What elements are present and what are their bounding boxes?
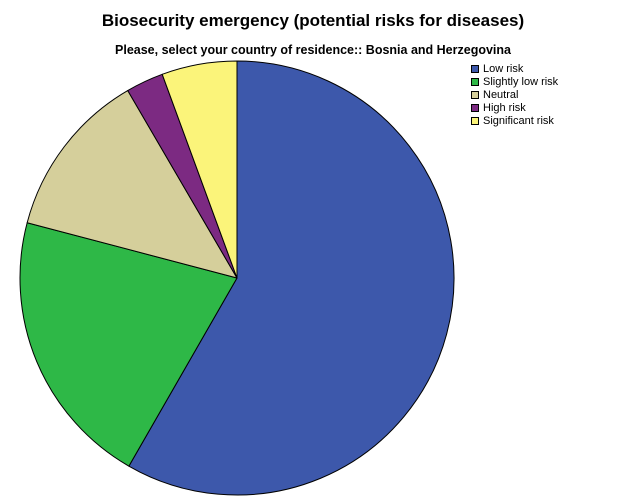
legend-swatch-high-risk — [471, 104, 479, 113]
legend-item-high-risk: High risk — [471, 102, 558, 115]
legend-label-neutral: Neutral — [483, 88, 519, 101]
legend-item-neutral: Neutral — [471, 88, 558, 101]
chart-subtitle: Please, select your country of residence… — [115, 43, 511, 57]
legend-label-significant-risk: Significant risk — [483, 115, 554, 128]
legend-label-low-risk: Low risk — [483, 62, 524, 75]
legend-item-slightly-low-risk: Slightly low risk — [471, 75, 558, 88]
legend-swatch-significant-risk — [471, 117, 479, 126]
chart-legend: Low risk Slightly low risk Neutral High ris… — [471, 62, 558, 128]
legend-swatch-low-risk — [471, 64, 479, 73]
pie-slice-low-risk — [128, 60, 455, 496]
pie-slice-slightly-low-risk — [19, 222, 238, 467]
legend-swatch-neutral — [471, 90, 479, 99]
pie-slice-significant-risk — [161, 60, 238, 279]
legend-swatch-slightly-low-risk — [471, 77, 479, 86]
chart-title: Biosecurity emergency (potential risks f… — [101, 11, 525, 30]
legend-item-significant-risk: Significant risk — [471, 115, 558, 128]
legend-item-low-risk: Low risk — [471, 62, 558, 75]
legend-label-slightly-low-risk: Slightly low risk — [483, 75, 559, 88]
legend-label-high-risk: High risk — [483, 102, 526, 115]
pie-slice-neutral — [26, 90, 238, 279]
